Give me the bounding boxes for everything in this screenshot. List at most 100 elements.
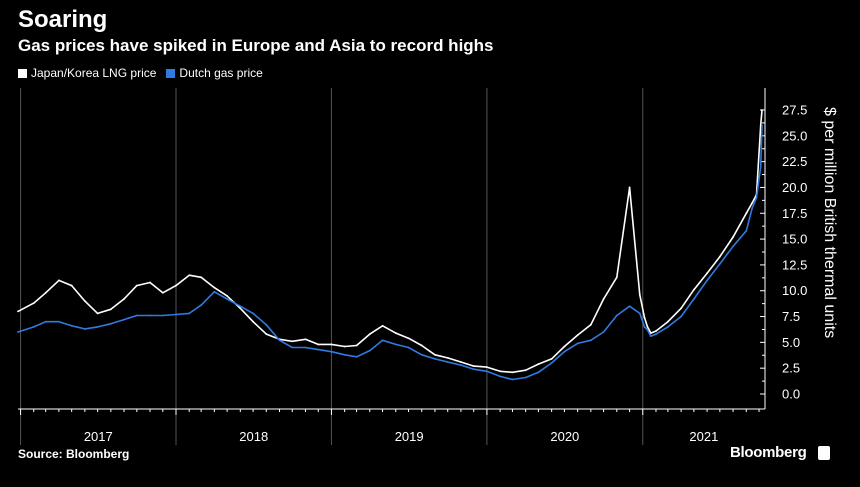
japan-korea-point bbox=[446, 356, 449, 359]
dutch-gas-point bbox=[511, 378, 514, 381]
dutch-gas-point bbox=[343, 353, 346, 356]
japan-korea-point bbox=[188, 274, 191, 277]
dutch-gas-point bbox=[188, 312, 191, 315]
dutch-gas-point bbox=[615, 314, 618, 317]
japan-korea-point bbox=[161, 291, 164, 294]
japan-korea-point bbox=[83, 300, 86, 302]
y-tick-label: 15.0 bbox=[782, 232, 807, 247]
japan-korea-point bbox=[355, 344, 358, 347]
chart-title: Soaring bbox=[18, 6, 108, 33]
japan-korea-point bbox=[434, 353, 436, 356]
dutch-gas-point bbox=[718, 262, 721, 265]
japan-korea-point bbox=[666, 320, 669, 323]
japan-korea-point bbox=[706, 272, 708, 275]
japan-korea-point bbox=[317, 343, 320, 346]
x-tick-label: 2018 bbox=[239, 429, 268, 444]
japan-korea-point bbox=[692, 288, 695, 291]
japan-korea-point bbox=[343, 345, 346, 348]
dutch-gas-point bbox=[666, 325, 669, 328]
japan-korea-point bbox=[761, 109, 763, 111]
dutch-gas-point bbox=[368, 349, 371, 352]
bloomberg-logo: Bloomberg bbox=[730, 444, 807, 461]
dutch-gas-point bbox=[17, 331, 19, 333]
dutch-gas-point bbox=[524, 376, 527, 379]
dutch-gas-point bbox=[499, 375, 502, 378]
dutch-gas-point bbox=[638, 312, 641, 315]
japan-korea-point bbox=[615, 276, 618, 279]
x-tick-label: 2017 bbox=[84, 429, 113, 444]
legend-label-dutch: Dutch gas price bbox=[179, 66, 263, 80]
japan-korea-point bbox=[485, 366, 488, 369]
dutch-gas-point bbox=[96, 325, 99, 328]
y-tick-label: 7.5 bbox=[782, 309, 800, 324]
legend-swatch-dutch bbox=[166, 68, 176, 78]
japan-korea-point bbox=[200, 276, 203, 279]
dutch-gas-point bbox=[759, 165, 762, 168]
y-tick-label: 20.0 bbox=[782, 180, 807, 195]
dutch-gas-point bbox=[706, 279, 708, 282]
dutch-gas-point bbox=[291, 346, 294, 349]
japan-korea-point bbox=[381, 324, 384, 327]
japan-korea-point bbox=[213, 286, 216, 289]
dutch-gas-point bbox=[745, 229, 748, 232]
japan-korea-point bbox=[643, 316, 646, 319]
dutch-gas-point bbox=[123, 318, 125, 321]
japan-korea-point bbox=[96, 312, 99, 315]
dutch-gas-point bbox=[381, 339, 384, 342]
japan-korea-point bbox=[751, 202, 754, 204]
dutch-gas-point bbox=[175, 313, 177, 316]
japan-korea-point bbox=[32, 302, 35, 305]
japan-korea-point bbox=[589, 323, 592, 326]
dutch-gas-point bbox=[161, 314, 164, 317]
dutch-gas-point bbox=[317, 348, 320, 351]
legend-item-dutch: Dutch gas price bbox=[166, 66, 263, 80]
dutch-gas-point bbox=[434, 357, 436, 360]
y-tick-label: 17.5 bbox=[782, 206, 807, 221]
japan-korea-point bbox=[368, 333, 371, 336]
japan-korea-point bbox=[460, 361, 462, 363]
dutch-gas-point bbox=[655, 333, 657, 336]
japan-korea-point bbox=[602, 298, 605, 300]
japan-korea-point bbox=[175, 284, 177, 287]
x-tick-label: 2020 bbox=[550, 429, 579, 444]
y-tick-label: 12.5 bbox=[782, 257, 807, 272]
y-tick-label: 10.0 bbox=[782, 283, 807, 298]
legend: Japan/Korea LNG price Dutch gas price bbox=[18, 66, 263, 80]
japan-korea-point bbox=[646, 325, 649, 328]
dutch-gas-point bbox=[550, 362, 553, 364]
dutch-gas-point bbox=[57, 320, 60, 323]
x-tick-label: 2019 bbox=[395, 429, 424, 444]
japan-korea-point bbox=[291, 340, 294, 343]
japan-korea-point bbox=[265, 333, 268, 336]
dutch-gas-point bbox=[755, 196, 758, 199]
japan-korea-point bbox=[524, 369, 527, 372]
dutch-gas-point bbox=[265, 323, 268, 326]
japan-korea-point bbox=[135, 284, 138, 287]
dutch-gas-point bbox=[32, 325, 35, 328]
dutch-gas-point bbox=[70, 324, 73, 327]
japan-korea-point bbox=[655, 330, 657, 332]
japan-korea-point bbox=[330, 343, 333, 346]
dutch-gas-point bbox=[761, 124, 763, 127]
dutch-gas-point bbox=[44, 320, 47, 323]
japan-korea-point bbox=[44, 291, 47, 294]
dutch-gas-point bbox=[649, 335, 652, 338]
dutch-gas-point bbox=[109, 322, 112, 325]
japan-korea-point bbox=[472, 365, 475, 368]
japan-korea-point bbox=[252, 320, 254, 323]
dutch-gas-point bbox=[407, 346, 410, 349]
legend-label-japan-korea: Japan/Korea LNG price bbox=[31, 66, 157, 80]
dutch-gas-point bbox=[576, 342, 579, 345]
dutch-gas-point bbox=[460, 364, 462, 366]
japan-korea-point bbox=[226, 294, 229, 297]
y-tick-label: 25.0 bbox=[782, 128, 807, 143]
japan-korea-point bbox=[745, 212, 748, 215]
dutch-gas-point bbox=[420, 353, 423, 356]
dutch-gas-point bbox=[213, 290, 216, 293]
japan-korea-point bbox=[304, 338, 307, 341]
dutch-gas-point bbox=[732, 245, 734, 248]
dutch-gas-point bbox=[537, 371, 540, 374]
dutch-gas-point bbox=[135, 314, 138, 317]
japan-korea-point bbox=[70, 284, 73, 287]
